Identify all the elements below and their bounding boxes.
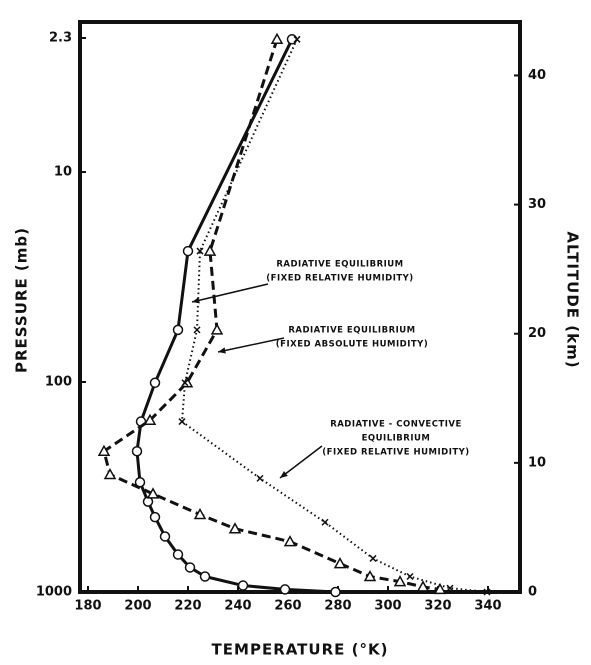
marker [182, 245, 194, 257]
marker [270, 32, 284, 45]
annotation: EQUILIBRIUM [362, 434, 431, 444]
annotation-arrow [217, 337, 285, 353]
y-tick-label: 100 [45, 375, 72, 390]
x-tick-label: 340 [474, 599, 501, 614]
marker [228, 522, 242, 534]
y2-tick-label: 30 [528, 197, 546, 212]
arrow-head [192, 297, 200, 304]
marker [196, 247, 204, 255]
marker [149, 377, 161, 389]
marker [97, 444, 111, 456]
marker [369, 554, 377, 562]
x-tick-label: 320 [424, 599, 451, 614]
annotation: RADIATIVE EQUILIBRIUM [276, 260, 403, 270]
x-axis-title: TEMPERATURE (°K) [212, 641, 389, 659]
y-tick-label: 10 [54, 165, 72, 180]
marker [203, 244, 217, 256]
marker [149, 511, 161, 523]
marker [237, 580, 249, 591]
y-tick-label: 2.3 [49, 31, 72, 46]
x-tick-label: 220 [174, 599, 201, 614]
marker [283, 535, 297, 547]
marker [406, 572, 414, 581]
y2-tick-label: 10 [528, 455, 546, 470]
x-tick-label: 280 [324, 599, 351, 614]
marker [143, 413, 157, 425]
x-tick-label: 260 [274, 599, 301, 614]
x-tick-label: 240 [224, 599, 251, 614]
marker [393, 575, 407, 587]
annotation: (FIXED ABSOLUTE HUMIDITY) [276, 340, 428, 350]
marker [416, 580, 430, 592]
y2-tick-label: 0 [528, 585, 537, 600]
marker [199, 571, 211, 582]
marker [172, 324, 184, 336]
annotation: (FIXED RELATIVE HUMIDITY) [266, 274, 413, 284]
marker [483, 588, 491, 596]
marker [103, 467, 117, 480]
x-tick-label: 180 [74, 599, 101, 614]
marker [146, 487, 160, 499]
x-tick-label: 300 [374, 599, 401, 614]
marker [159, 531, 171, 542]
annotation: RADIATIVE - CONVECTIVE [330, 420, 462, 430]
marker [256, 474, 264, 482]
marker [321, 518, 329, 526]
y-tick-label: 1000 [36, 585, 72, 600]
marker [193, 326, 201, 334]
plot-frame [78, 20, 522, 594]
marker [181, 379, 189, 387]
y2-tick-label: 40 [528, 68, 546, 83]
marker [363, 569, 377, 582]
marker [172, 549, 184, 560]
arrow-head [280, 471, 288, 478]
marker [279, 584, 291, 595]
marker [178, 418, 186, 426]
marker [333, 557, 347, 569]
series-line [135, 38, 336, 594]
marker [184, 562, 196, 573]
y2-axis-title: ALTITUDE (km) [564, 231, 582, 368]
marker [330, 586, 341, 598]
annotation: (FIXED RELATIVE HUMIDITY) [322, 448, 469, 458]
y2-tick-label: 20 [528, 326, 546, 341]
marker [293, 35, 301, 43]
marker [286, 34, 298, 45]
marker [446, 584, 454, 592]
series-line [181, 38, 488, 593]
annotation: RADIATIVE EQUILIBRIUM [288, 326, 415, 336]
y-axis-title: PRESSURE (mb) [13, 227, 31, 373]
x-tick-label: 200 [124, 599, 151, 614]
annotation-arrow [279, 445, 323, 479]
marker [131, 445, 143, 457]
marker [193, 507, 207, 520]
marker [433, 582, 447, 595]
marker [210, 323, 224, 335]
arrow-head [218, 347, 226, 354]
series-line [102, 38, 441, 591]
annotation-arrow [191, 283, 269, 303]
